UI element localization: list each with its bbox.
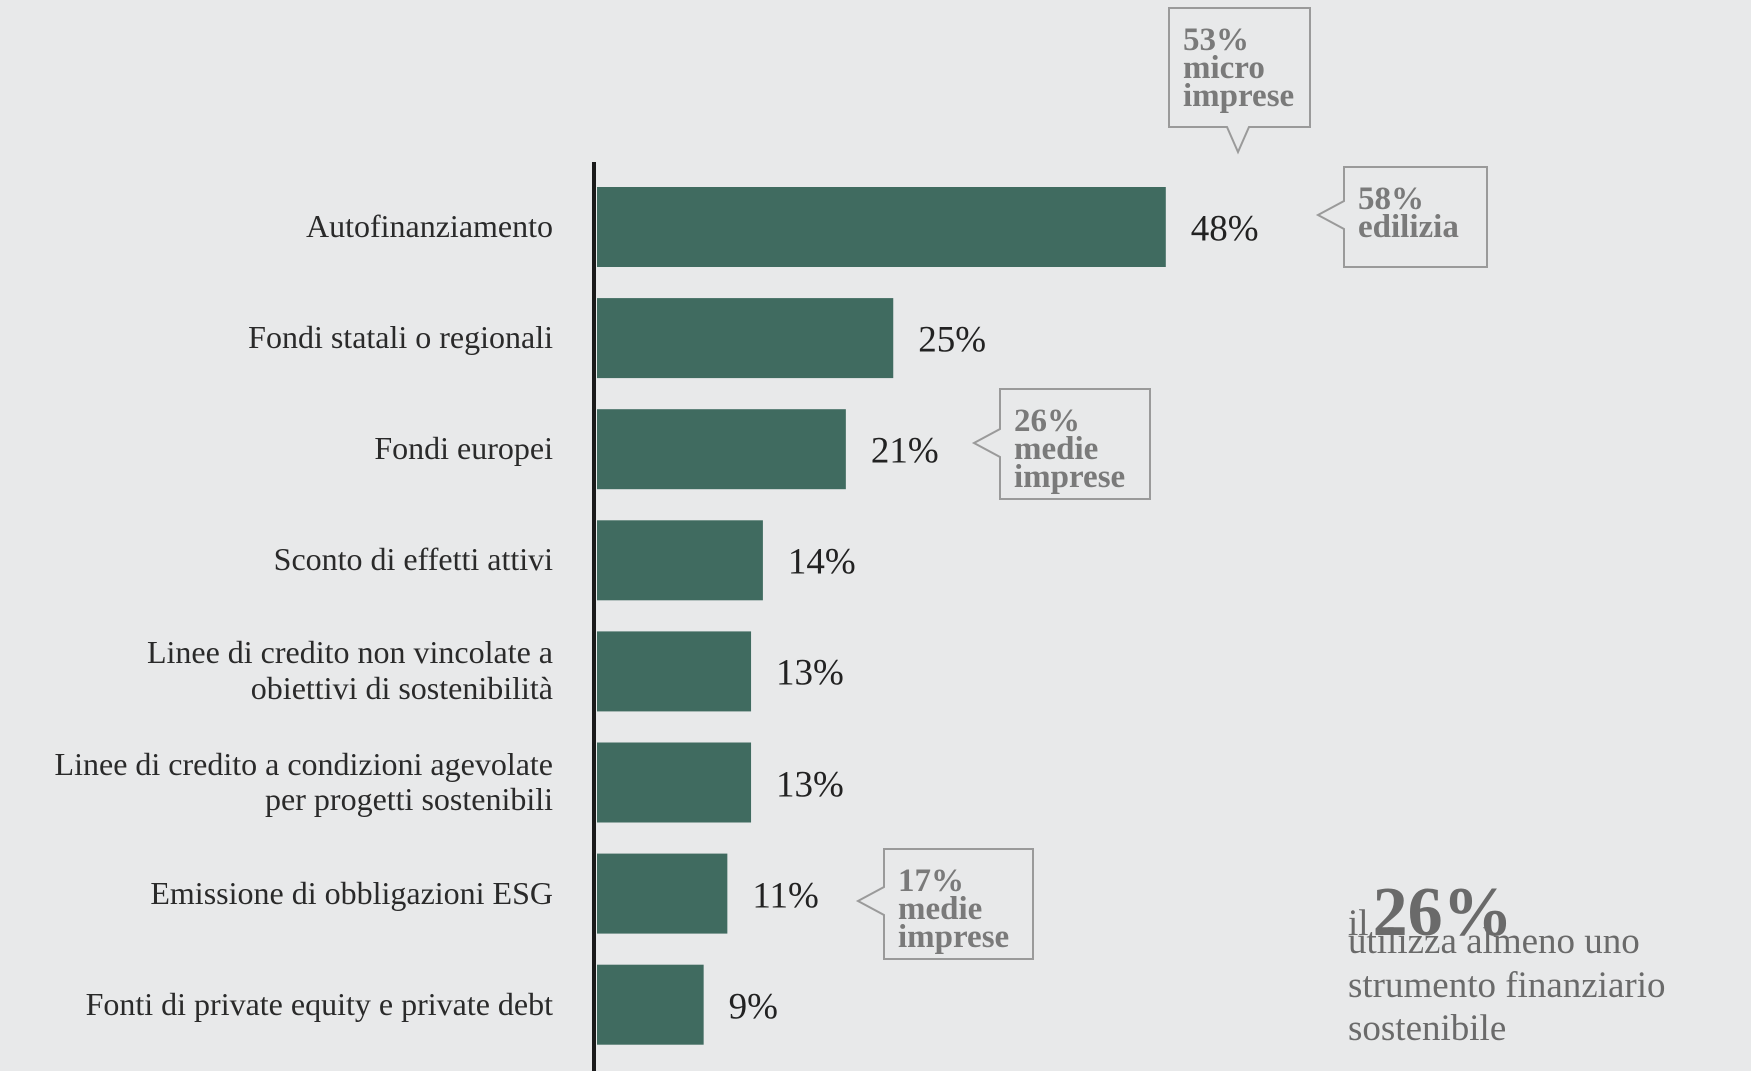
callout-text: 58% edilizia (1358, 181, 1459, 246)
value-label: 21% (870, 430, 939, 472)
callout-box (1168, 7, 1311, 155)
category-label: Fondi europei (374, 430, 553, 467)
callout-box (1315, 166, 1488, 268)
callout-box (971, 388, 1151, 500)
note-text: utilizza almeno uno strumento finanziari… (1348, 921, 1666, 1050)
value-label: 11% (752, 875, 819, 917)
category-label: Linee di credito a condizioni agevolate … (54, 745, 553, 818)
value-label: 9% (728, 986, 778, 1028)
callout-text: 26% medie imprese (1014, 403, 1126, 496)
note-prefix: il (1348, 903, 1369, 944)
value-label: 14% (787, 541, 856, 583)
value-label: 48% (1190, 208, 1259, 250)
note-line: il26% (1348, 872, 1513, 955)
category-label: Fondi statali o regionali (248, 319, 553, 356)
category-label: Sconto di effetti attivi (273, 541, 553, 578)
value-label: 13% (776, 764, 844, 805)
category-label: Autofinanziamento (305, 208, 553, 245)
bar (597, 964, 704, 1045)
note-highlight: 26% (1372, 874, 1513, 951)
bar (597, 520, 763, 601)
callout-box (855, 848, 1034, 960)
bar (597, 853, 728, 934)
value-label: 25% (918, 319, 987, 361)
bar (597, 187, 1166, 267)
bar (597, 631, 752, 712)
bar (597, 742, 752, 823)
category-label: Fonti di private equity e private debt (85, 985, 553, 1022)
value-label: 13% (776, 652, 844, 694)
category-label: Linee di credito non vincolate a obietti… (146, 634, 553, 707)
category-label: Emissione di obbligazioni ESG (150, 874, 553, 911)
bar (597, 298, 894, 379)
bar (597, 409, 846, 490)
callout-text: 17% medie imprese (898, 863, 1010, 956)
callout-text: 53% micro imprese (1183, 22, 1295, 115)
